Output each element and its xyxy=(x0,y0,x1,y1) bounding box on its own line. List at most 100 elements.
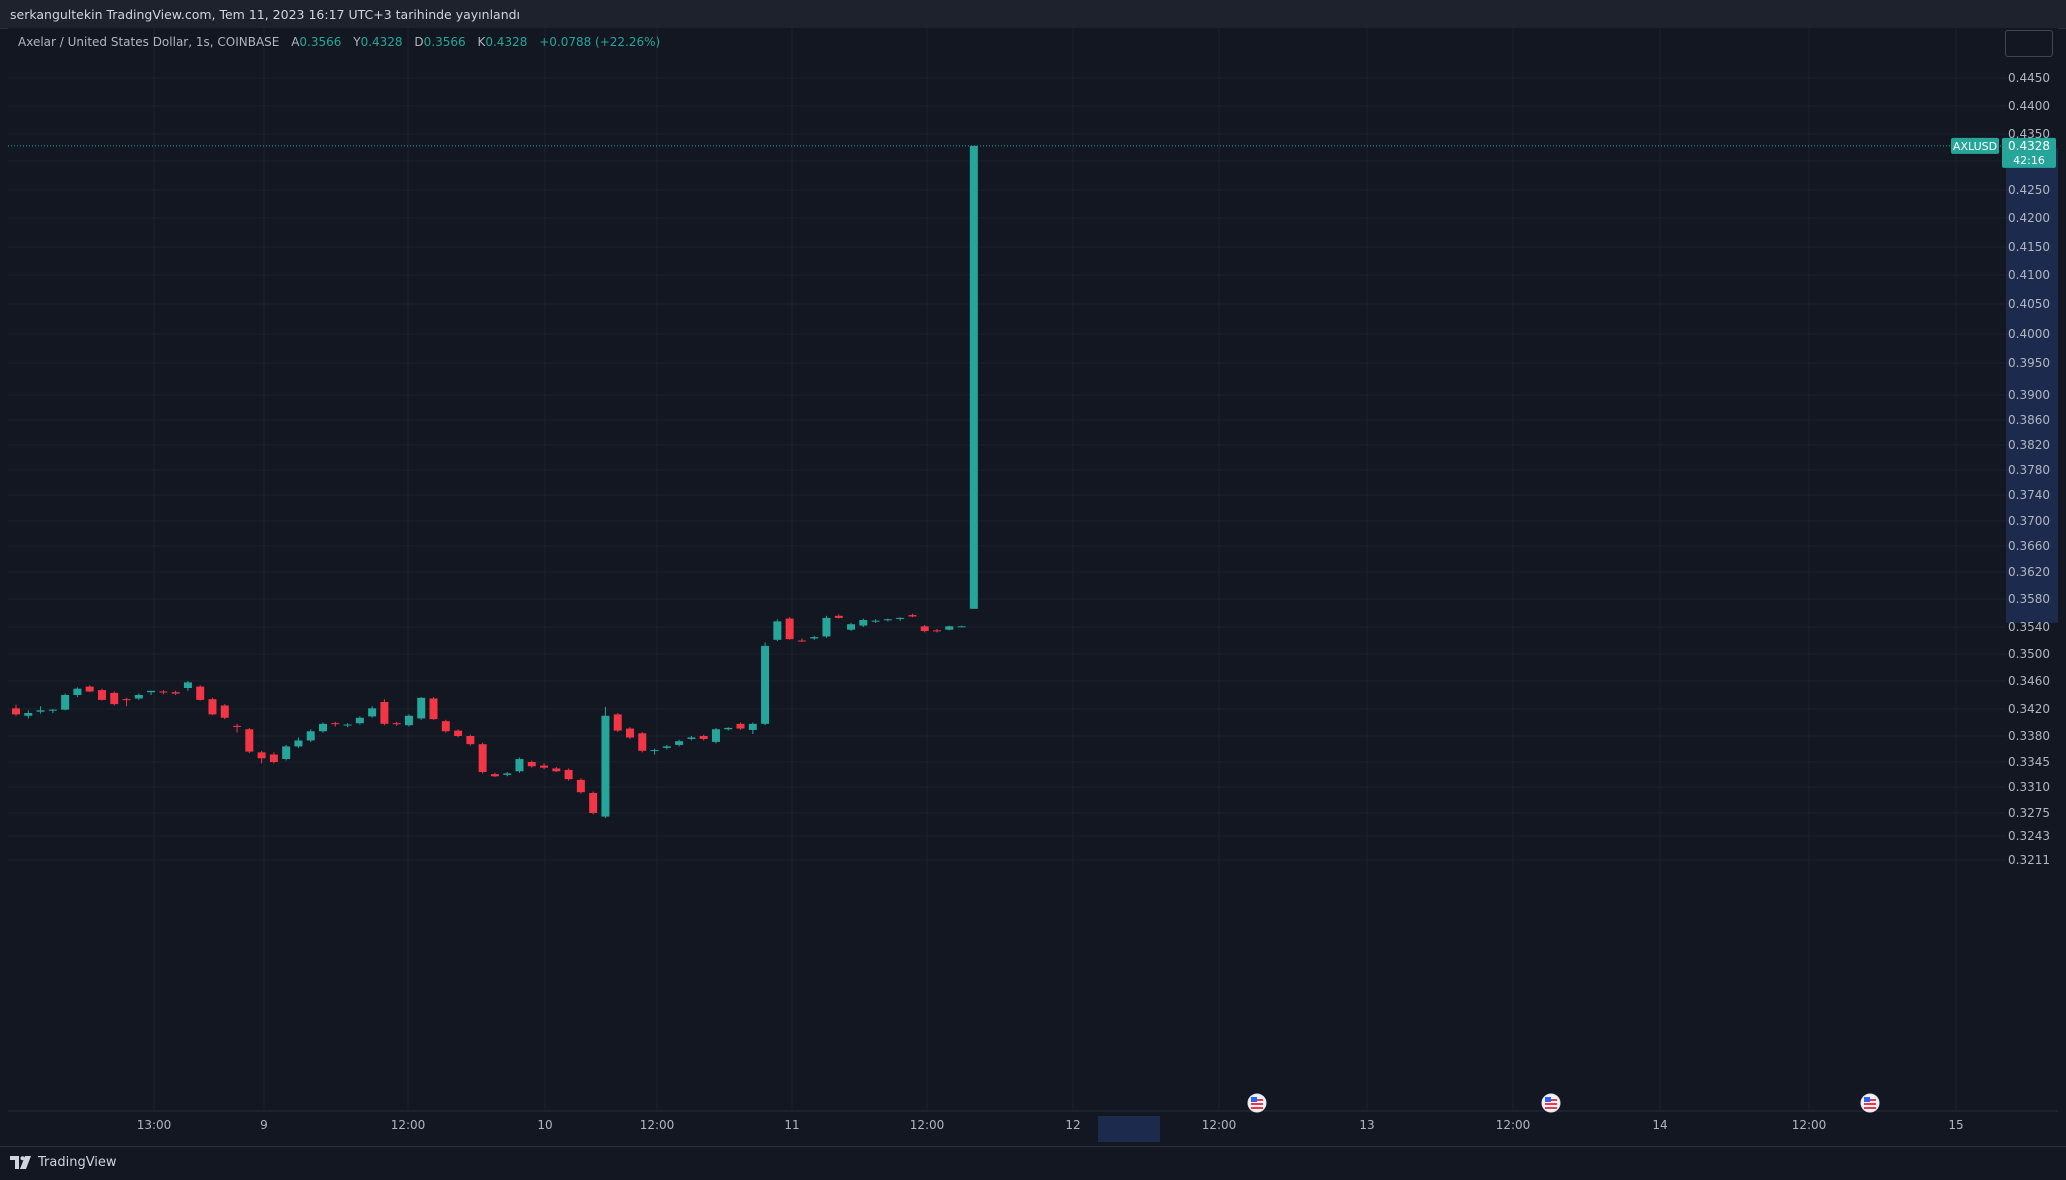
price-tick-label: 0.4450 xyxy=(2008,71,2050,85)
candle-down xyxy=(626,728,634,738)
price-tick-label: 0.3620 xyxy=(2008,565,2050,579)
candle-down xyxy=(220,705,229,718)
candle-down xyxy=(159,691,168,693)
time-tick-label: 12:00 xyxy=(640,1118,675,1132)
us-flag-icon[interactable] xyxy=(1860,1093,1880,1113)
price-badge xyxy=(2002,137,2056,168)
chart-settings-button[interactable] xyxy=(2005,30,2053,57)
candle-down xyxy=(392,723,401,725)
candlestick-chart[interactable]: 0.44500.44000.43500.43000.42500.42000.41… xyxy=(8,28,2058,1144)
candle-up xyxy=(24,713,33,716)
candle-down xyxy=(233,725,242,727)
candle-up xyxy=(847,624,856,630)
price-tick-label: 0.3243 xyxy=(2008,829,2050,843)
candle-up xyxy=(662,746,671,748)
symbol-title: Axelar / United States Dollar, 1s, COINB… xyxy=(18,35,280,49)
candle-up xyxy=(883,619,892,621)
candle-down xyxy=(478,744,487,772)
candle-up xyxy=(822,617,831,637)
candle-up xyxy=(859,620,868,626)
price-tick-label: 0.4050 xyxy=(2008,297,2050,311)
candle-up xyxy=(355,717,364,724)
chart-area[interactable]: 0.44500.44000.43500.43000.42500.42000.41… xyxy=(8,28,2058,1144)
candle-up xyxy=(306,731,315,741)
candle-down xyxy=(85,686,94,692)
time-tick-label: 12:00 xyxy=(910,1118,945,1132)
candle-up xyxy=(748,723,757,730)
candle-down xyxy=(97,690,106,700)
price-tick-label: 0.4400 xyxy=(2008,99,2050,113)
price-tick-label: 0.4200 xyxy=(2008,211,2050,225)
candle-down xyxy=(638,733,647,751)
top-bar: serkangultekin TradingView.com, Tem 11, … xyxy=(0,0,2066,29)
candle-down xyxy=(110,692,119,705)
candle-down xyxy=(933,630,941,632)
candle-up xyxy=(294,740,303,747)
candle-down xyxy=(490,774,499,777)
candle-up xyxy=(810,637,819,639)
candle-up xyxy=(957,626,966,628)
close-value: 0.4328 xyxy=(485,35,528,49)
candle-up xyxy=(650,750,659,752)
time-tick-label: 13:00 xyxy=(137,1118,172,1132)
price-tick-label: 0.3500 xyxy=(2008,647,2050,661)
price-tick-label: 0.4100 xyxy=(2008,268,2050,282)
candle-down xyxy=(552,768,561,772)
price-tick-label: 0.3660 xyxy=(2008,539,2050,553)
candle-down xyxy=(208,699,217,715)
countdown-label: 42:16 xyxy=(2013,154,2045,167)
time-tick-label: 13 xyxy=(1359,1118,1374,1132)
price-tick-label: 0.3950 xyxy=(2008,356,2050,370)
candle-down xyxy=(466,736,475,745)
candle-down xyxy=(920,626,929,632)
us-flag-icon[interactable] xyxy=(1247,1093,1267,1113)
price-tick-label: 0.3900 xyxy=(2008,388,2050,402)
candle-up xyxy=(515,759,524,772)
candle-up xyxy=(183,682,192,688)
open-label: A xyxy=(291,35,300,49)
candle-up xyxy=(319,723,327,732)
price-range-highlight xyxy=(2006,148,2058,623)
price-badge-value: 0.4328 xyxy=(2008,139,2050,153)
price-tick-label: 0.3700 xyxy=(2008,514,2050,528)
candle-down xyxy=(196,686,205,700)
price-tick-label: 0.3860 xyxy=(2008,413,2050,427)
price-tick-label: 0.3420 xyxy=(2008,702,2050,716)
candle-down xyxy=(380,702,389,724)
candle-down xyxy=(122,699,131,701)
time-tick-label: 12:00 xyxy=(1792,1118,1827,1132)
candle-up xyxy=(773,621,782,640)
candle-up xyxy=(687,737,696,739)
price-tick-label: 0.3380 xyxy=(2008,729,2050,743)
time-tick-label: 15 xyxy=(1948,1118,1963,1132)
candle-up xyxy=(417,697,426,719)
symbol-badge-label: AXLUSD xyxy=(1953,140,1997,153)
candle-down xyxy=(540,765,549,768)
candle-down xyxy=(613,714,622,731)
candle-down xyxy=(429,698,438,720)
candle-down xyxy=(736,723,745,729)
candle-down xyxy=(12,708,20,715)
price-tick-label: 0.3740 xyxy=(2008,488,2050,502)
candle-up xyxy=(134,695,143,699)
tradingview-logo[interactable]: TradingView xyxy=(10,1155,117,1170)
price-tick-label: 0.3345 xyxy=(2008,755,2050,769)
candle-down xyxy=(269,754,278,762)
candle-up xyxy=(945,626,954,630)
candle-up xyxy=(724,727,733,730)
us-flag-icon[interactable] xyxy=(1541,1093,1561,1113)
time-tick-label: 12:00 xyxy=(1202,1118,1237,1132)
tradingview-logo-icon xyxy=(10,1155,31,1169)
symbol-badge xyxy=(1951,137,1999,154)
candle-down xyxy=(797,640,806,642)
candle-up xyxy=(503,773,512,775)
price-tick-label: 0.3580 xyxy=(2008,592,2050,606)
published-info: serkangultekin TradingView.com, Tem 11, … xyxy=(10,7,521,22)
candle-down xyxy=(527,762,536,767)
candle-up xyxy=(761,645,770,724)
candle-down xyxy=(589,792,598,813)
candle-up xyxy=(896,617,905,619)
candle-up xyxy=(969,145,978,609)
price-tick-label: 0.4000 xyxy=(2008,327,2050,341)
symbol-legend: Axelar / United States Dollar, 1s, COINB… xyxy=(18,35,660,49)
